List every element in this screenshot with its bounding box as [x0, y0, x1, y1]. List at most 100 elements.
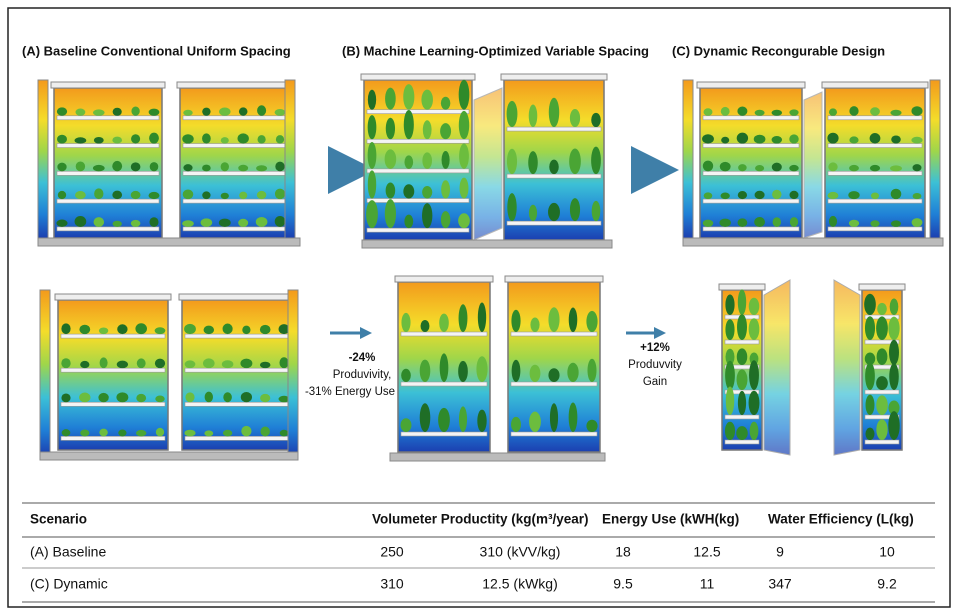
- plant: [789, 165, 798, 171]
- plant: [401, 313, 410, 332]
- shelf: [865, 390, 899, 394]
- plant: [876, 376, 888, 390]
- shelf: [183, 144, 285, 148]
- post: [683, 80, 693, 238]
- plant: [866, 395, 875, 415]
- plant: [772, 163, 782, 172]
- plant: [368, 170, 376, 198]
- plant: [569, 308, 578, 332]
- table: ScenarioVolumeter Productity (kg(m³/year…: [22, 503, 935, 602]
- plant: [385, 88, 396, 110]
- plant: [529, 105, 538, 128]
- plant: [876, 419, 887, 440]
- plant: [131, 106, 139, 115]
- plant: [260, 362, 271, 368]
- plant: [401, 369, 411, 382]
- annotation: Gain: [643, 376, 667, 388]
- rack-top: [822, 82, 928, 88]
- shelf: [828, 171, 922, 175]
- plant: [507, 101, 518, 127]
- shelf: [507, 174, 601, 178]
- plant: [260, 394, 270, 402]
- plant: [184, 324, 196, 334]
- plant: [441, 211, 450, 228]
- plant: [118, 429, 126, 436]
- plant: [223, 392, 232, 402]
- plant: [183, 164, 192, 171]
- plant: [275, 189, 285, 200]
- shelf: [367, 110, 469, 114]
- plant: [511, 417, 521, 432]
- table-cell: 310 (kVV/kg): [480, 544, 561, 560]
- plant: [477, 410, 486, 432]
- rack: [58, 300, 168, 450]
- plant: [725, 361, 735, 390]
- panel-open: [834, 280, 860, 455]
- plant: [591, 147, 601, 175]
- plant: [549, 160, 559, 175]
- plant: [737, 106, 747, 115]
- panel-open: [804, 92, 822, 238]
- plant: [239, 192, 247, 200]
- plant: [507, 193, 516, 221]
- plant: [240, 359, 252, 369]
- plant: [421, 90, 433, 110]
- shelf: [828, 227, 922, 231]
- plant: [849, 165, 859, 171]
- plant: [239, 107, 248, 115]
- shelf: [185, 436, 289, 440]
- plant: [149, 109, 160, 116]
- plant: [459, 80, 470, 110]
- plant: [279, 357, 288, 368]
- plant: [99, 327, 108, 334]
- plant: [241, 426, 251, 437]
- plant: [750, 422, 759, 440]
- plant: [94, 188, 103, 199]
- plant: [201, 218, 213, 226]
- plant: [61, 393, 70, 402]
- plant: [275, 109, 286, 116]
- plant: [738, 218, 748, 226]
- rack-top: [51, 82, 165, 88]
- shelf: [401, 432, 487, 436]
- table-header: Water Efficiency (L(kg): [768, 512, 914, 527]
- shelf: [507, 221, 601, 225]
- rack-top: [177, 82, 291, 88]
- shelf: [61, 436, 165, 440]
- shelf: [507, 127, 601, 131]
- plant: [57, 163, 66, 172]
- plant: [772, 110, 782, 116]
- plant: [877, 303, 887, 315]
- plant: [459, 406, 467, 432]
- annotation: -31% Energy Use: [305, 386, 395, 398]
- plant: [256, 217, 268, 227]
- plant: [721, 193, 730, 200]
- plant: [911, 137, 922, 144]
- plant: [113, 108, 122, 116]
- base: [362, 240, 612, 248]
- plant: [183, 190, 194, 200]
- plant: [184, 430, 195, 437]
- plant: [442, 151, 450, 169]
- plant: [528, 151, 538, 174]
- shelf: [367, 228, 469, 232]
- plant: [755, 165, 764, 171]
- table-cell: (C) Dynamic: [30, 576, 108, 592]
- plant: [135, 323, 147, 334]
- plant: [460, 178, 469, 199]
- plant: [725, 295, 734, 315]
- plant: [440, 123, 451, 139]
- plant: [849, 220, 859, 227]
- rack-top: [501, 74, 607, 80]
- shelf: [703, 227, 799, 231]
- plant: [117, 361, 128, 369]
- plant: [569, 402, 578, 432]
- shelf: [703, 116, 799, 120]
- plant: [422, 186, 432, 199]
- plant: [257, 191, 267, 199]
- shelf: [511, 382, 597, 386]
- shelf: [183, 199, 285, 203]
- plant: [368, 90, 376, 110]
- plant: [223, 430, 232, 437]
- plant: [772, 136, 782, 144]
